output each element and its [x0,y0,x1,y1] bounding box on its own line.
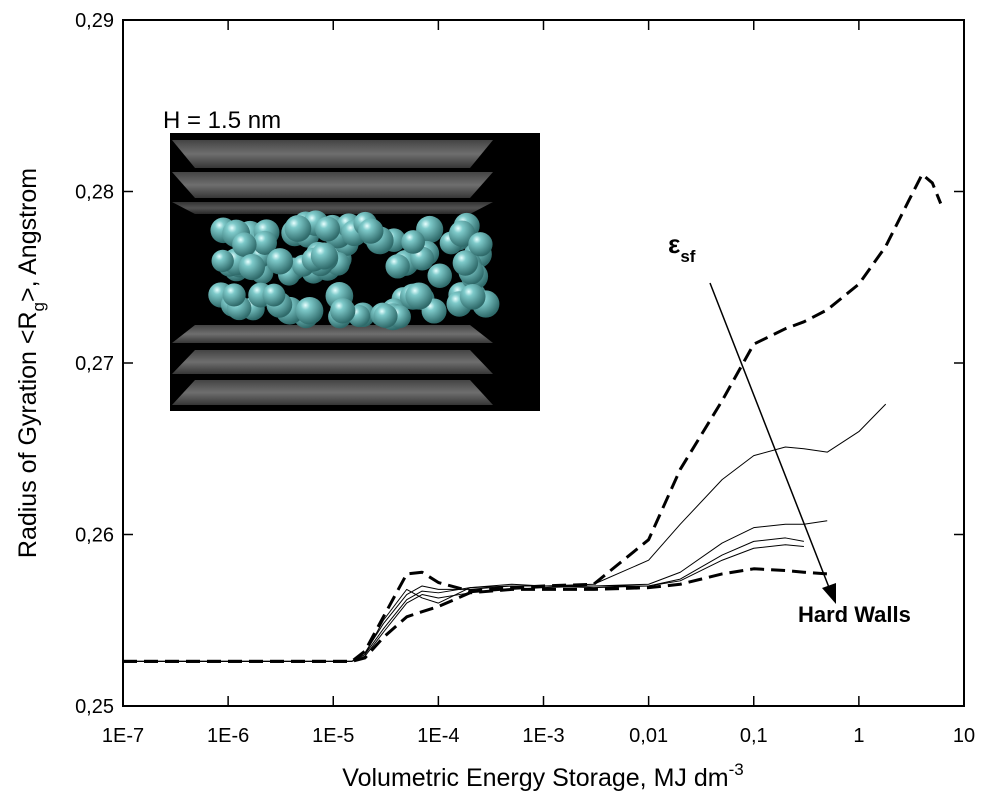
arrow [709,282,831,591]
y-tick-label: 0,25 [75,696,114,718]
sphere [401,230,426,254]
x-tick-label: 10 [953,725,975,747]
y-axis-title-sub: g [29,302,48,311]
sphere [452,250,479,276]
sphere [385,254,410,279]
sphere [358,218,384,244]
series-line [123,567,828,663]
series-line [123,537,805,662]
sphere [427,263,452,288]
sphere [315,216,341,242]
sphere [222,283,246,307]
sphere [468,232,493,257]
y-tick-label: 0,28 [75,182,114,204]
sphere [330,298,356,324]
y-axis-title-main: Radius of Gyration <R [14,311,42,558]
arrow-head [822,583,836,604]
sphere [232,232,257,257]
x-tick-label: 1 [853,725,864,747]
inset-image [170,133,540,411]
y-tick-label: 0,27 [75,353,114,375]
x-tick-label: 0,01 [629,725,668,747]
y-axis-title-end: >, Angstrom [14,168,42,302]
sphere [284,215,312,242]
sphere [310,242,338,270]
inset-label: H = 1.5 nm [163,107,281,134]
series-line [123,544,804,662]
x-tick-label: 1E-5 [312,725,354,747]
sphere [266,248,294,275]
x-axis-title: Volumetric Energy Storage, MJ dm-3 [342,760,743,792]
arrow-label-sub: sf [680,247,695,266]
hard-walls-label: Hard Walls [798,602,911,627]
sphere [405,282,433,310]
series-line [123,172,943,663]
sphere [373,304,398,329]
sphere [252,230,277,255]
y-tick-label: 0,26 [75,525,114,547]
sphere [238,253,266,281]
x-tick-label: 1E-6 [207,725,249,747]
sphere [211,249,234,273]
series-line [123,403,887,662]
x-tick-label: 1E-7 [102,725,144,747]
x-tick-label: 0,1 [740,725,768,747]
x-tick-label: 1E-3 [522,725,564,747]
arrow-label: εsf [668,229,696,266]
x-axis-title-main: Volumetric Energy Storage, MJ dm [342,764,728,792]
sphere [262,283,286,307]
sphere [459,283,486,310]
arrow-label-main: ε [668,229,680,259]
y-axis-title: Radius of Gyration <Rg>, Angstrom [14,168,48,558]
sphere [295,296,324,325]
sphere [448,220,476,247]
x-axis-title-sup: -3 [729,760,744,779]
x-tick-label: 1E-4 [417,725,459,747]
y-tick-label: 0,29 [75,10,114,32]
